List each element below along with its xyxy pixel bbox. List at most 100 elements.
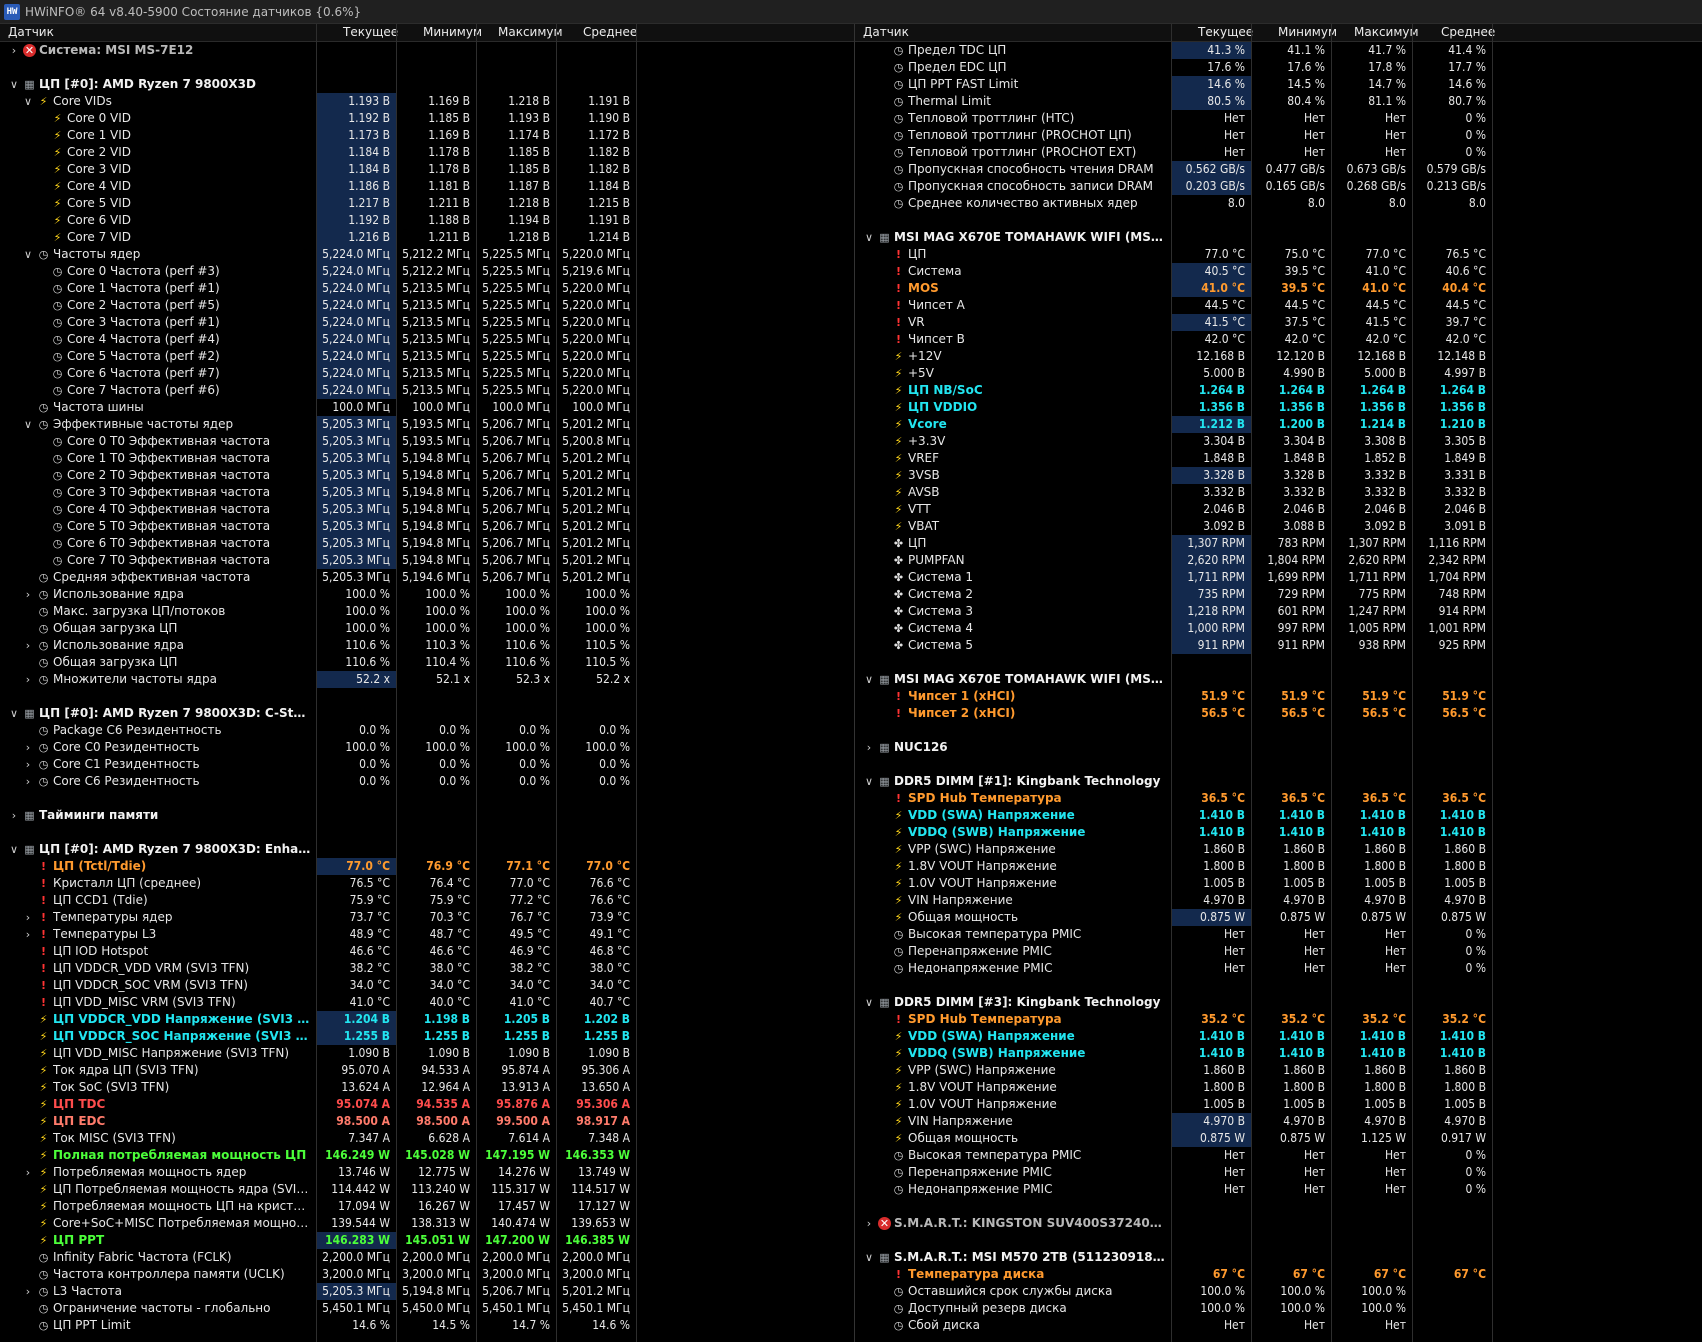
sensor-row[interactable]: ◷ Core 5 T0 Эффективная частота 5,205.3 МГ…	[0, 518, 854, 535]
sensor-row[interactable]: ⚡ Core+SoC+MISC Потребляемая мощность (SV…	[0, 1215, 854, 1232]
sensor-row[interactable]: ⚡ 3VSB 3.328 В 3.328 В 3.332 В 3.331 В	[855, 467, 1702, 484]
expand-chevron-icon[interactable]: ›	[11, 44, 17, 57]
sensor-row[interactable]: ◷ Core 6 Частота (perf #7) 5,224.0 МГц 5,21…	[0, 365, 854, 382]
sensor-row[interactable]: ◷ Высокая температура PMIC Нет Нет Нет 0 %	[855, 926, 1702, 943]
sensor-row[interactable]: ⚡ ЦП VDDIO 1.356 В 1.356 В 1.356 В 1.356 В	[855, 399, 1702, 416]
sensor-row[interactable]: ⚡ AVSB 3.332 В 3.332 В 3.332 В 3.332 В	[855, 484, 1702, 501]
sensor-row[interactable]: ! ЦП (Tctl/Tdie) 77.0 °C 76.9 °C 77.1 °C 77.0…	[0, 858, 854, 875]
sensor-row[interactable]: ⚡ 1.8V VOUT Напряжение 1.800 В 1.800 В 1.800…	[855, 1079, 1702, 1096]
sensor-row[interactable]: ◷ Core 6 T0 Эффективная частота 5,205.3 МГ…	[0, 535, 854, 552]
expand-chevron-icon[interactable]: ›	[25, 911, 31, 924]
sensor-row[interactable]: ! Чипсет 1 (xHCI) 51.9 °C 51.9 °C 51.9 °C 51.…	[855, 688, 1702, 705]
col-sensor[interactable]: Датчик	[863, 25, 909, 39]
collapse-chevron-icon[interactable]: ∨	[864, 673, 874, 686]
sensor-row[interactable]: ⚡ 1.0V VOUT Напряжение 1.005 В 1.005 В 1.005…	[855, 875, 1702, 892]
sensor-row[interactable]: ⚡ Core 5 VID 1.217 В 1.211 В 1.218 В 1.215 В	[0, 195, 854, 212]
col-avg[interactable]: Среднее	[1441, 25, 1496, 39]
sensor-row[interactable]: ◷ Высокая температура PMIC Нет Нет Нет 0 %	[855, 1147, 1702, 1164]
sensor-row[interactable]: ⚡ Vcore 1.212 В 1.200 В 1.214 В 1.210 В	[855, 416, 1702, 433]
sensor-row[interactable]: ! ЦП 77.0 °C 75.0 °C 77.0 °C 76.5 °C	[855, 246, 1702, 263]
sensor-group-row[interactable]: ∨ ▦ DDR5 DIMM [#3]: Kingbank Technology	[855, 994, 1702, 1011]
sensor-row[interactable]: ⚡ VTT 2.046 В 2.046 В 2.046 В 2.046 В	[855, 501, 1702, 518]
column-divider[interactable]	[1251, 24, 1252, 1342]
col-current[interactable]: Текущее	[343, 25, 399, 39]
sensor-row[interactable]: ◷ Core 3 T0 Эффективная частота 5,205.3 МГ…	[0, 484, 854, 501]
sensor-row[interactable]: ∨ ⚡ Core VIDs 1.193 В 1.169 В 1.218 В 1.191 В	[0, 93, 854, 110]
collapse-chevron-icon[interactable]: ∨	[9, 707, 19, 720]
sensor-row[interactable]: › ⚡ Потребляемая мощность ядер 13.746 W 12.7…	[0, 1164, 854, 1181]
sensor-row[interactable]: ◷ Пропускная способность записи DRAM 0.203…	[855, 178, 1702, 195]
sensor-row[interactable]: ◷ Пропускная способность чтения DRAM 0.562…	[855, 161, 1702, 178]
sensor-row[interactable]: ◷ Core 7 T0 Эффективная частота 5,205.3 МГ…	[0, 552, 854, 569]
sensor-row[interactable]: ⚡ VDD (SWA) Напряжение 1.410 В 1.410 В 1.410…	[855, 807, 1702, 824]
sensor-row[interactable]: ⚡ Общая мощность 0.875 W 0.875 W 0.875 W 0.87…	[855, 909, 1702, 926]
sensor-row[interactable]: › ◷ Множители частоты ядра 52.2 x 52.1 x 52.3…	[0, 671, 854, 688]
sensor-row[interactable]: ◷ Оставшийся срок службы диска 100.0 % 100.…	[855, 1283, 1702, 1300]
sensor-row[interactable]: ✤ Система 3 1,218 RPM 601 RPM 1,247 RPM 914 R…	[855, 603, 1702, 620]
sensor-row[interactable]: ◷ Core 2 T0 Эффективная частота 5,205.3 МГ…	[0, 467, 854, 484]
sensor-row[interactable]: ⚡ VDDQ (SWB) Напряжение 1.410 В 1.410 В 1.41…	[855, 1045, 1702, 1062]
sensor-row[interactable]: › ◷ Использование ядра 100.0 % 100.0 % 100.0 …	[0, 586, 854, 603]
col-current[interactable]: Текущее	[1198, 25, 1254, 39]
sensor-row[interactable]: ◷ Общая загрузка ЦП 100.0 % 100.0 % 100.0 % 1…	[0, 620, 854, 637]
sensor-row[interactable]: ! SPD Hub Температура 36.5 °C 36.5 °C 36.5 °…	[855, 790, 1702, 807]
sensor-row[interactable]: ⚡ VDDQ (SWB) Напряжение 1.410 В 1.410 В 1.41…	[855, 824, 1702, 841]
sensor-row[interactable]: › ◷ L3 Частота 5,205.3 МГц 5,194.8 МГц 5,206.…	[0, 1283, 854, 1300]
sensor-row[interactable]: ⚡ Core 1 VID 1.173 В 1.169 В 1.174 В 1.172 В	[0, 127, 854, 144]
sensor-row[interactable]: ! ЦП VDDCR_SOC VRM (SVI3 TFN) 34.0 °C 34.0 …	[0, 977, 854, 994]
sensor-row[interactable]: ⚡ Полная потребляемая мощность ЦП 146.249 …	[0, 1147, 854, 1164]
sensor-row[interactable]: ◷ Core 1 T0 Эффективная частота 5,205.3 МГ…	[0, 450, 854, 467]
col-max[interactable]: Максимум	[498, 25, 563, 39]
sensor-row[interactable]: ⚡ VDD (SWA) Напряжение 1.410 В 1.410 В 1.410…	[855, 1028, 1702, 1045]
sensor-row[interactable]: ⚡ VPP (SWC) Напряжение 1.860 В 1.860 В 1.860…	[855, 1062, 1702, 1079]
sensor-row[interactable]: ∨ ◷ Частоты ядер 5,224.0 МГц 5,212.2 МГц 5,22…	[0, 246, 854, 263]
collapse-chevron-icon[interactable]: ∨	[9, 78, 19, 91]
sensor-group-row[interactable]: › ▦ Тайминги памяти	[0, 807, 854, 824]
sensor-row[interactable]: ∨ ◷ Эффективные частоты ядер 5,205.3 МГц 5,1…	[0, 416, 854, 433]
sensor-row[interactable]: ✤ Система 5 911 RPM 911 RPM 938 RPM 925 RPM	[855, 637, 1702, 654]
sensor-row[interactable]: ◷ Core 7 Частота (perf #6) 5,224.0 МГц 5,21…	[0, 382, 854, 399]
sensor-row[interactable]: ! ЦП VDD_MISC VRM (SVI3 TFN) 41.0 °C 40.0 °…	[0, 994, 854, 1011]
sensor-row[interactable]: ⚡ 1.0V VOUT Напряжение 1.005 В 1.005 В 1.005…	[855, 1096, 1702, 1113]
sensor-row[interactable]: ◷ Недонапряжение PMIC Нет Нет Нет 0 %	[855, 960, 1702, 977]
sensor-group-row[interactable]: ∨ ▦ S.M.A.R.T.: MSI M570 2TB (511230918288…	[855, 1249, 1702, 1266]
column-divider[interactable]	[476, 24, 477, 1342]
column-divider[interactable]	[1492, 24, 1493, 1342]
sensor-row[interactable]: ◷ Thermal Limit 80.5 % 80.4 % 81.1 % 80.7 %	[855, 93, 1702, 110]
sensor-row[interactable]: ◷ Тепловой троттлинг (PROCHOT ЦП) Нет Нет Не…	[855, 127, 1702, 144]
sensor-row[interactable]: ◷ Средняя эффективная частота 5,205.3 МГц 5…	[0, 569, 854, 586]
sensor-row[interactable]: ⚡ Ток ядра ЦП (SVI3 TFN) 95.070 A 94.533 A 9…	[0, 1062, 854, 1079]
sensor-group-row[interactable]: ∨ ▦ ЦП [#0]: AMD Ryzen 7 9800X3D	[0, 76, 854, 93]
sensor-row[interactable]: ◷ Тепловой троттлинг (HTC) Нет Нет Нет 0 %	[855, 110, 1702, 127]
sensor-row[interactable]: ! SPD Hub Температура 35.2 °C 35.2 °C 35.2 °…	[855, 1011, 1702, 1028]
sensor-row[interactable]: ! ЦП VDDCR_VDD VRM (SVI3 TFN) 38.2 °C 38.0 …	[0, 960, 854, 977]
expand-chevron-icon[interactable]: ›	[25, 758, 31, 771]
sensor-row[interactable]: ◷ Core 0 Частота (perf #3) 5,224.0 МГц 5,21…	[0, 263, 854, 280]
sensor-row[interactable]: ✤ Система 2 735 RPM 729 RPM 775 RPM 748 RPM	[855, 586, 1702, 603]
sensor-row[interactable]: ! Чипсет 2 (xHCI) 56.5 °C 56.5 °C 56.5 °C 56.…	[855, 705, 1702, 722]
sensor-row[interactable]: ⚡ ЦП EDC 98.500 A 98.500 A 99.500 A 98.917 A	[0, 1113, 854, 1130]
col-max[interactable]: Максимум	[1354, 25, 1419, 39]
collapse-chevron-icon[interactable]: ∨	[23, 248, 33, 261]
sensor-row[interactable]: ›! Температуры L3 48.9 °C 48.7 °C 49.5 °C 49.…	[0, 926, 854, 943]
sensor-row[interactable]: ◷ Предел TDC ЦП 41.3 % 41.1 % 41.7 % 41.4 %	[855, 42, 1702, 59]
sensor-row[interactable]: ◷ Доступный резерв диска 100.0 % 100.0 % 100…	[855, 1300, 1702, 1317]
sensor-group-row[interactable]: › ✕ Система: MSI MS-7E12	[0, 42, 854, 59]
sensor-row[interactable]: ⚡ Общая мощность 0.875 W 0.875 W 1.125 W 0.91…	[855, 1130, 1702, 1147]
sensor-row[interactable]: ! Кристалл ЦП (среднее) 76.5 °C 76.4 °C 77.0…	[0, 875, 854, 892]
collapse-chevron-icon[interactable]: ∨	[864, 996, 874, 1009]
sensor-row[interactable]: ✤ Система 1 1,711 RPM 1,699 RPM 1,711 RPM 1,7…	[855, 569, 1702, 586]
expand-chevron-icon[interactable]: ›	[866, 741, 872, 754]
collapse-chevron-icon[interactable]: ∨	[9, 843, 19, 856]
sensor-row[interactable]: ✤ PUMPFAN 2,620 RPM 1,804 RPM 2,620 RPM 2,342…	[855, 552, 1702, 569]
sensor-row[interactable]: ⚡ +3.3V 3.304 В 3.304 В 3.308 В 3.305 В	[855, 433, 1702, 450]
col-min[interactable]: Минимум	[423, 25, 483, 39]
sensor-group-row[interactable]: ∨ ▦ ЦП [#0]: AMD Ryzen 7 9800X3D: Enhanced	[0, 841, 854, 858]
sensor-row[interactable]: ◷ Тепловой троттлинг (PROCHOT EXT) Нет Нет Н…	[855, 144, 1702, 161]
sensor-row[interactable]: ⚡ Ток MISC (SVI3 TFN) 7.347 A 6.628 A 7.614 …	[0, 1130, 854, 1147]
sensor-row[interactable]: ⚡ ЦП PPT 146.283 W 145.051 W 147.200 W 146.38…	[0, 1232, 854, 1249]
sensor-group-row[interactable]: › ▦ NUC126	[855, 739, 1702, 756]
collapse-chevron-icon[interactable]: ∨	[864, 775, 874, 788]
sensor-row[interactable]: ! ЦП IOD Hotspot 46.6 °C 46.6 °C 46.9 °C 46.8…	[0, 943, 854, 960]
sensor-row[interactable]: ◷ Core 5 Частота (perf #2) 5,224.0 МГц 5,21…	[0, 348, 854, 365]
